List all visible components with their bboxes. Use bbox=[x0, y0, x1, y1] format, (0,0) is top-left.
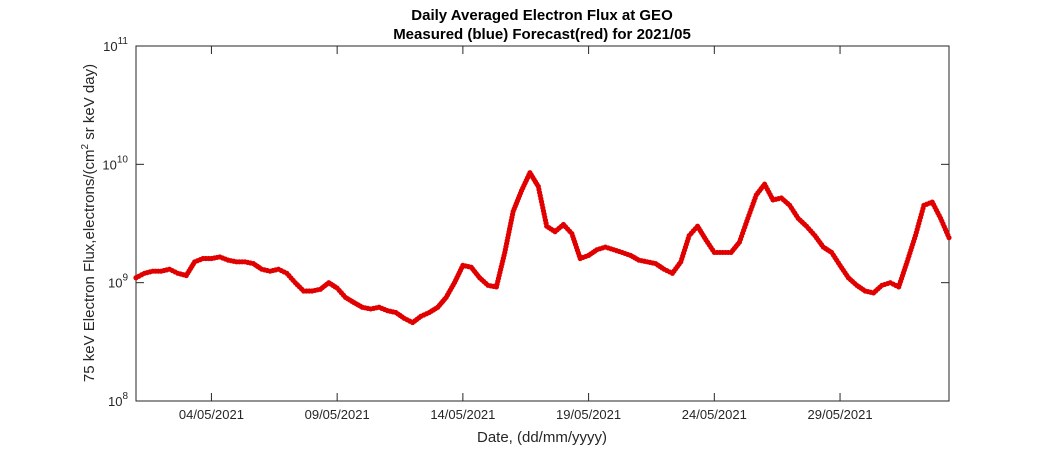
x-tick-label: 09/05/2021 bbox=[305, 407, 370, 422]
x-axis: 04/05/2021 09/05/2021 14/05/2021 19/05/2021… bbox=[179, 46, 873, 422]
x-tick-label: 04/05/2021 bbox=[179, 407, 244, 422]
y-axis: 108 109 1010 1011 bbox=[102, 36, 949, 409]
y-tick-label: 1011 bbox=[103, 36, 128, 54]
x-tick-label: 29/05/2021 bbox=[808, 407, 873, 422]
forecast-series bbox=[133, 170, 952, 326]
x-tick-label: 19/05/2021 bbox=[556, 407, 621, 422]
x-axis-label: Date, (dd/mm/yyyy) bbox=[477, 429, 607, 446]
chart-title: Daily Averaged Electron Flux at GEO bbox=[411, 7, 673, 24]
x-tick-label: 14/05/2021 bbox=[430, 407, 495, 422]
y-axis-label: 75 keV Electron Flux,electrons/(cm2 sr k… bbox=[80, 64, 98, 382]
chart-subtitle: Measured (blue) Forecast(red) for 2021/0… bbox=[393, 26, 691, 43]
data-point bbox=[946, 235, 952, 241]
y-tick-label: 109 bbox=[108, 273, 128, 291]
plot-area bbox=[135, 45, 950, 402]
y-tick-label: 1010 bbox=[102, 154, 128, 172]
x-tick-label: 24/05/2021 bbox=[682, 407, 747, 422]
y-tick-label: 108 bbox=[108, 391, 128, 409]
